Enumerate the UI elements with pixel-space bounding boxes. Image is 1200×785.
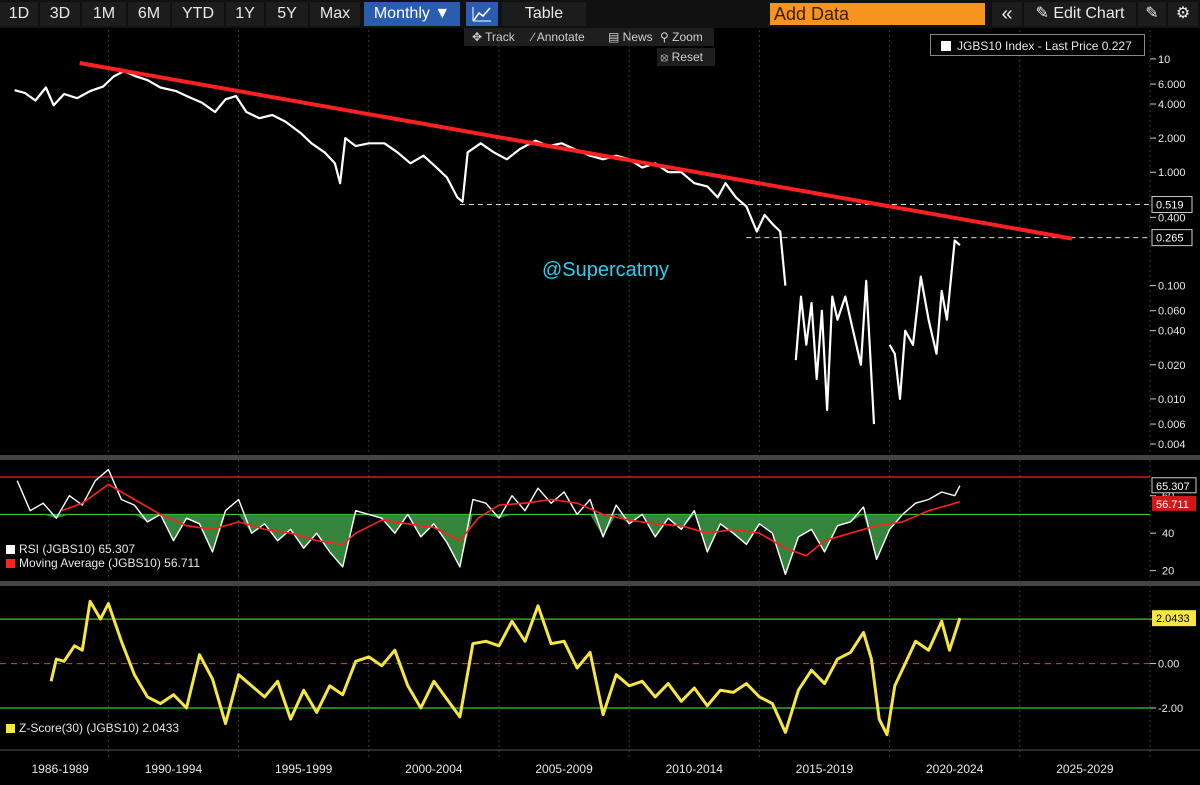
reset-label: Reset	[671, 50, 703, 64]
panel-divider	[0, 581, 1200, 586]
rsi-last-box	[1151, 477, 1197, 494]
zscore-last-label: 2.0433	[1156, 613, 1190, 625]
gear-icon[interactable]: ⚙	[1168, 2, 1198, 26]
range-1m-button[interactable]: 1M	[82, 2, 126, 26]
reference-label: 0.265	[1156, 233, 1184, 245]
annotate-button[interactable]: ∕ Annotate	[532, 28, 585, 46]
trend-line	[79, 61, 1073, 241]
y-tick-label: 4.000	[1158, 99, 1186, 111]
rsi-line	[16, 468, 961, 576]
y-tick-label: 2.000	[1158, 133, 1186, 145]
edit-chart-button[interactable]: ✎ Edit Chart	[1024, 2, 1136, 26]
ma-legend-swatch	[6, 559, 15, 568]
zoom-label: Zoom	[672, 30, 703, 44]
author-handle: @Supercatmy	[542, 259, 670, 281]
x-tick-label: 1986-1989	[31, 762, 89, 776]
x-tick-label: 2020-2024	[926, 762, 984, 776]
zscore-legend-text: Z-Score(30) (JGBS10) 2.0433	[19, 721, 180, 735]
price-legend-text: JGBS10 Index - Last Price 0.227	[957, 39, 1132, 53]
news-label: News	[622, 30, 653, 44]
zscore-last-box	[1152, 610, 1196, 627]
zoom-button[interactable]: ⚲ Zoom	[660, 28, 703, 46]
ma-last-label: 56.711	[1156, 499, 1189, 511]
collapse-button[interactable]: «	[992, 2, 1022, 26]
x-tick-label: 2005-2009	[535, 762, 593, 776]
reference-label-box	[1151, 229, 1193, 247]
y-tick-label: 0.006	[1158, 419, 1186, 431]
reset-button[interactable]: ⦻ Reset	[657, 48, 715, 66]
range-max-button[interactable]: Max	[310, 2, 360, 26]
range-3d-button[interactable]: 3D	[40, 2, 80, 26]
y-tick-label: 40	[1162, 528, 1174, 540]
zscore-line	[49, 599, 962, 737]
toolbar: 1D 3D 1M 6M YTD 1Y 5Y Max Monthly ▼ Tabl…	[0, 0, 1200, 28]
x-tick-label: 2015-2019	[796, 762, 854, 776]
y-tick-label: 0.040	[1158, 326, 1186, 338]
y-tick-label: 6.000	[1158, 79, 1186, 91]
x-tick-label: 1995-1999	[275, 762, 333, 776]
edit-box-icon[interactable]: ✎	[1138, 2, 1166, 26]
zoom-icon: ⚲	[660, 30, 673, 44]
chart-subtoolbar: ✥ Track ∕ Annotate ▤ News ⚲ Zoom	[464, 28, 714, 46]
reference-label-box	[1151, 196, 1193, 214]
reference-label: 0.519	[1156, 200, 1184, 212]
y-tick-label: 0.100	[1158, 281, 1186, 293]
news-icon: ▤	[608, 30, 623, 44]
range-ytd-button[interactable]: YTD	[172, 2, 224, 26]
rsi-legend: RSI (JGBS10) 65.307 Moving Average (JGBS…	[6, 542, 200, 570]
x-tick-label: 2025-2029	[1056, 762, 1114, 776]
rsi-moving-average-line	[61, 483, 961, 557]
news-button[interactable]: ▤ News	[608, 28, 653, 46]
zscore-legend-swatch	[6, 724, 15, 733]
track-label: Track	[485, 30, 515, 44]
y-tick-label: 1.000	[1158, 167, 1186, 179]
reset-icon: ⦻	[660, 50, 669, 64]
range-6m-button[interactable]: 6M	[128, 2, 170, 26]
panel-divider	[0, 455, 1200, 460]
range-5y-button[interactable]: 5Y	[266, 2, 308, 26]
table-button[interactable]: Table	[502, 2, 586, 26]
rsi-last-label: 65.307	[1156, 481, 1190, 493]
zscore-legend: Z-Score(30) (JGBS10) 2.0433	[6, 721, 180, 735]
line-chart-icon[interactable]	[466, 2, 498, 26]
pencil-icon: ✎	[1035, 5, 1049, 22]
y-tick-label: -2.00	[1158, 703, 1183, 715]
annotate-icon: ∕	[532, 30, 537, 44]
rsi-legend-text: RSI (JGBS10) 65.307	[19, 542, 136, 556]
period-dropdown[interactable]: Monthly ▼	[364, 2, 460, 26]
y-tick-label: 0.400	[1158, 212, 1186, 224]
price-legend: JGBS10 Index - Last Price 0.227	[930, 34, 1145, 56]
y-tick-label: 0.020	[1158, 360, 1186, 372]
ma-last-box	[1152, 495, 1196, 511]
x-tick-label: 2010-2014	[666, 762, 724, 776]
rsi-oversold-fill	[17, 514, 960, 575]
ma-legend-text: Moving Average (JGBS10) 56.711	[19, 556, 200, 570]
y-tick-label: 0.060	[1158, 306, 1186, 318]
price-legend-swatch	[941, 41, 951, 51]
y-tick-label: 0.010	[1158, 394, 1186, 406]
track-button[interactable]: ✥ Track	[472, 28, 515, 46]
rsi-legend-swatch	[6, 545, 15, 554]
price-line	[14, 70, 961, 425]
annotate-label: Annotate	[536, 30, 585, 44]
range-1d-button[interactable]: 1D	[0, 2, 38, 26]
move-icon: ✥	[472, 30, 486, 44]
range-1y-button[interactable]: 1Y	[226, 2, 264, 26]
edit-chart-label: Edit Chart	[1053, 5, 1125, 22]
y-tick-label: 10	[1158, 54, 1170, 66]
y-tick-label: 0.004	[1158, 439, 1186, 451]
y-tick-label: 20	[1162, 566, 1174, 578]
x-tick-label: 1990-1994	[145, 762, 203, 776]
y-tick-label: 0.00	[1158, 659, 1179, 671]
x-tick-label: 2000-2004	[405, 762, 463, 776]
add-data-input[interactable]: Add Data	[770, 3, 985, 25]
